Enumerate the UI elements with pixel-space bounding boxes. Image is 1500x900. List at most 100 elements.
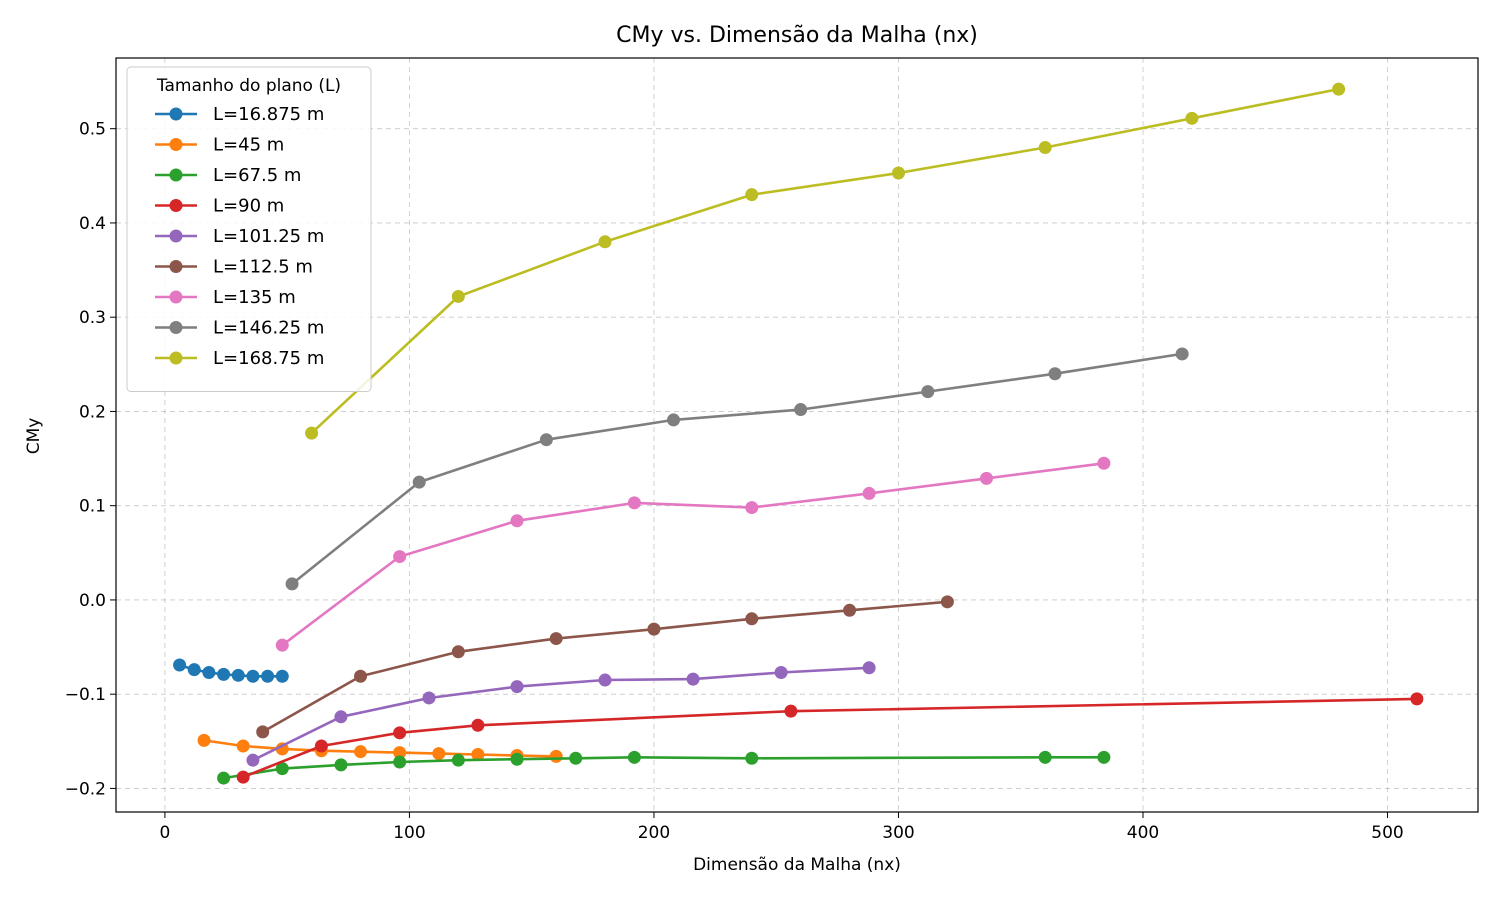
- data-point: [745, 188, 759, 202]
- data-point: [275, 742, 289, 756]
- data-point: [231, 668, 245, 682]
- data-point: [1038, 141, 1052, 155]
- series-2: [217, 750, 1111, 785]
- data-point: [774, 666, 788, 680]
- data-point: [354, 745, 368, 759]
- data-point: [451, 753, 465, 767]
- data-point: [354, 669, 368, 683]
- legend-marker: [169, 168, 183, 182]
- plot-area-frame: [115, 57, 1479, 813]
- data-point: [598, 235, 612, 249]
- data-point: [275, 762, 289, 776]
- data-point: [627, 496, 641, 510]
- series-7: [285, 347, 1189, 591]
- x-tick-label: 0: [159, 823, 170, 843]
- data-point: [667, 413, 681, 427]
- data-point: [305, 426, 319, 440]
- data-point: [285, 577, 299, 591]
- legend-marker: [169, 199, 183, 212]
- legend-marker: [169, 229, 183, 243]
- series-line: [242, 697, 1417, 779]
- legend-marker: [169, 107, 183, 121]
- data-point: [549, 632, 563, 646]
- data-point: [393, 550, 407, 564]
- data-point: [1097, 456, 1111, 470]
- data-point: [187, 663, 201, 677]
- data-point: [539, 433, 553, 447]
- series-layer: [173, 82, 1424, 785]
- data-point: [422, 691, 436, 705]
- y-axis-label: CMy: [24, 418, 44, 455]
- y-tick-label: 0.2: [79, 402, 106, 422]
- legend-label: L=101.25 m: [213, 226, 324, 247]
- y-tick-label: 0.1: [79, 497, 106, 517]
- data-point: [686, 672, 700, 686]
- data-point: [236, 739, 250, 753]
- y-tick-label: 0.3: [79, 308, 106, 328]
- data-point: [261, 669, 275, 683]
- data-point: [202, 666, 216, 680]
- x-axis-label: Dimensão da Malha (nx): [693, 855, 901, 875]
- data-point: [1038, 750, 1052, 764]
- legend-label: L=90 m: [213, 196, 284, 217]
- x-tick-label: 500: [1371, 823, 1403, 843]
- legend-marker: [169, 351, 183, 365]
- legend-label: L=67.5 m: [213, 165, 301, 186]
- data-point: [598, 673, 612, 687]
- data-point: [1097, 750, 1111, 764]
- data-point: [843, 603, 857, 617]
- data-point: [510, 752, 524, 766]
- data-point: [451, 645, 465, 659]
- series-line: [281, 462, 1105, 647]
- data-point: [647, 622, 661, 636]
- series-line: [252, 666, 870, 762]
- series-3: [236, 692, 1424, 784]
- x-tick-label: 200: [638, 823, 670, 843]
- data-point: [256, 725, 270, 739]
- data-point: [451, 289, 465, 303]
- data-point: [745, 501, 759, 515]
- data-point: [432, 747, 446, 761]
- x-tick-label: 300: [882, 823, 914, 843]
- data-point: [510, 514, 524, 528]
- data-point: [1185, 111, 1199, 125]
- data-point: [393, 755, 407, 769]
- legend-label: L=168.75 m: [213, 348, 324, 369]
- x-tick-label: 100: [393, 823, 425, 843]
- series-line: [203, 739, 557, 758]
- data-point: [236, 770, 250, 784]
- legend-title: Tamanho do plano (L): [156, 76, 341, 96]
- y-tick-label: 0.5: [79, 120, 106, 140]
- data-point: [197, 733, 211, 747]
- data-point: [1175, 347, 1189, 361]
- data-point: [334, 710, 348, 724]
- data-point: [471, 718, 485, 732]
- legend-box: [126, 66, 372, 392]
- data-point: [569, 751, 583, 765]
- data-point: [784, 704, 798, 718]
- y-tick-label: −0.2: [65, 779, 106, 799]
- data-point: [862, 661, 876, 675]
- legend-label: L=135 m: [213, 287, 296, 308]
- data-point: [246, 753, 260, 767]
- x-tick-label: 400: [1127, 823, 1159, 843]
- data-point: [980, 471, 994, 485]
- data-point: [794, 403, 808, 417]
- series-6: [275, 456, 1111, 652]
- y-tick-label: −0.1: [65, 685, 106, 705]
- legend-marker: [169, 290, 183, 304]
- axis-ticks: 0 100 200 300 400 500 −0.2 −0.1 0.0 0.1 0.2 0.3 0.4 0…: [65, 120, 1404, 843]
- data-point: [940, 595, 954, 609]
- data-point: [217, 667, 231, 681]
- series-8: [305, 82, 1346, 440]
- data-point: [1410, 692, 1424, 706]
- data-point: [173, 658, 187, 672]
- data-point: [334, 758, 348, 772]
- data-point: [510, 680, 524, 694]
- legend-marker: [169, 138, 183, 151]
- legend-marker: [169, 260, 183, 273]
- data-point: [921, 385, 935, 399]
- data-point: [314, 739, 328, 753]
- series-line: [291, 352, 1183, 585]
